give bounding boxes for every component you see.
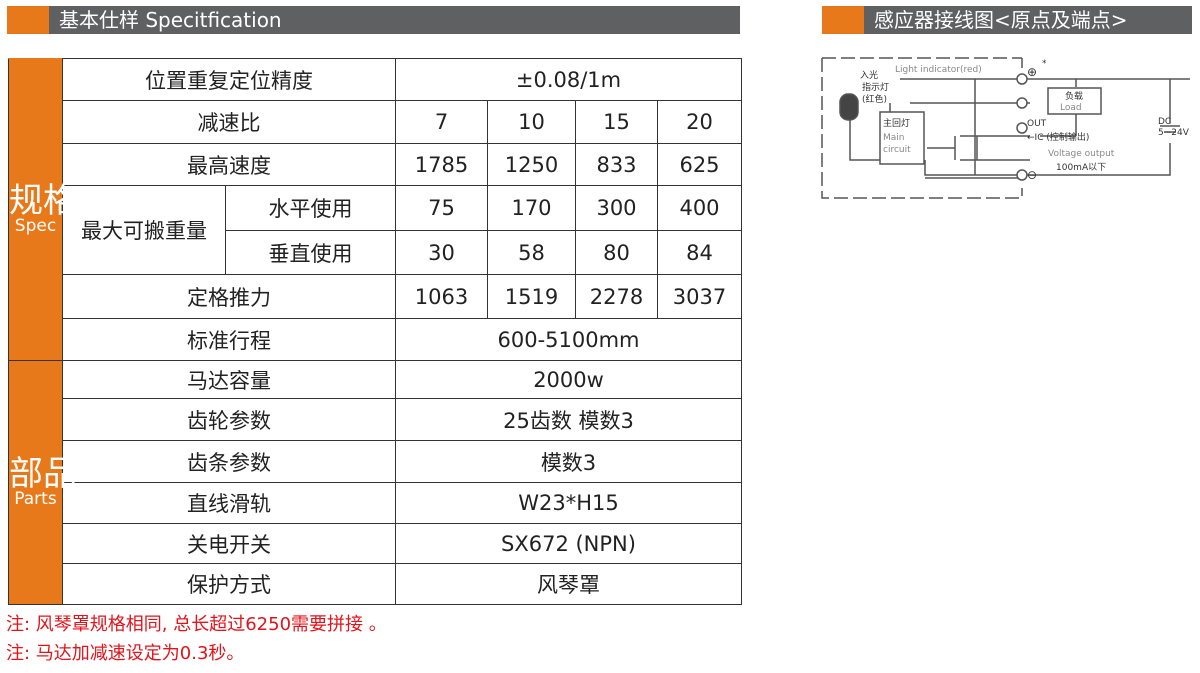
cell-value: 风琴罩 xyxy=(395,563,742,605)
main-circuit-label: 主回灯 xyxy=(883,117,910,129)
note: 注: 风琴罩规格相同, 总长超过6250需要拼接 。 xyxy=(6,614,387,635)
section-label-en: Spec xyxy=(14,216,57,236)
header-accent xyxy=(822,6,864,34)
table-row: 部品 Parts 马达容量 2000w xyxy=(8,360,742,605)
cell-value: 15 xyxy=(575,100,658,144)
row-label: 关电开关 xyxy=(62,523,396,564)
cell-value: 模数3 xyxy=(395,440,742,483)
cell-value: 7 xyxy=(395,100,488,144)
table-row: 齿轮参数 25齿数 模数3 xyxy=(9,398,742,441)
cell-value: 170 xyxy=(487,185,576,231)
cell-value: 25齿数 模数3 xyxy=(395,398,742,441)
led-label: (红色) xyxy=(862,93,887,105)
table-row: 规格 Spec 位置重复定位精度 ±0.08/1m xyxy=(8,58,742,361)
table-row: 减速比 7 10 15 20 xyxy=(9,100,742,144)
table-row: 齿条参数 模数3 xyxy=(9,440,742,483)
cell-value: 833 xyxy=(575,143,658,186)
table-row: 关电开关 SX672 (NPN) xyxy=(9,523,742,564)
cell-value: 2278 xyxy=(575,274,658,319)
load-label: 负载 xyxy=(1065,90,1083,102)
cell-value: W23*H15 xyxy=(395,482,742,524)
cell-value: 10 xyxy=(487,100,576,144)
row-sublabel: 水平使用 xyxy=(225,185,396,231)
row-label: 最高速度 xyxy=(62,143,396,186)
section-label-zh: 部品 xyxy=(9,454,77,494)
cell-value: 75 xyxy=(395,185,488,231)
plus-terminal: ⊕ xyxy=(1027,65,1037,79)
note: 注: 马达加减速设定为0.3秒。 xyxy=(6,643,245,664)
wiring-section-header: 感应器接线图<原点及端点> xyxy=(822,6,1192,34)
cell-value: 1063 xyxy=(395,274,488,319)
row-label: 定格推力 xyxy=(62,274,396,319)
led-label: 指示灯 xyxy=(862,81,889,93)
row-label: 减速比 xyxy=(62,100,396,144)
row-label: 最大可搬重量 xyxy=(62,185,226,275)
row-label: 齿条参数 xyxy=(62,440,396,483)
load-label: Load xyxy=(1060,103,1082,113)
cell-value: 1785 xyxy=(395,143,488,186)
cell-value: 1519 xyxy=(487,274,576,319)
cell-value: 1250 xyxy=(487,143,576,186)
row-label: 位置重复定位精度 xyxy=(62,58,396,101)
light-indicator-label: Light indicator(red) xyxy=(895,65,982,75)
table-row: 最大可搬重量 水平使用 75 170 300 400 xyxy=(9,185,742,275)
cell-value: SX672 (NPN) xyxy=(395,523,742,564)
cell-value: 625 xyxy=(657,143,742,186)
dc-voltage-label: 5~24V xyxy=(1158,128,1190,138)
main-circuit-label: Main xyxy=(883,133,905,143)
cell-value: 20 xyxy=(657,100,742,144)
spec-table: 规格 Spec 位置重复定位精度 ±0.08/1m 减速比 7 10 15 20 最高速度 1785… xyxy=(8,58,742,605)
cell-value: ±0.08/1m xyxy=(395,58,742,101)
section-title: 基本仕样 Specitfication xyxy=(49,6,740,34)
table-row: 直线滑轨 W23*H15 xyxy=(9,482,742,524)
cell-value: 30 xyxy=(395,230,488,275)
dc-label: DC xyxy=(1158,117,1171,127)
notes: 注: 风琴罩规格相同, 总长超过6250需要拼接 。 注: 马达加减速设定为0.… xyxy=(6,610,387,668)
row-sublabel: 垂直使用 xyxy=(225,230,396,275)
table-row: 最高速度 1785 1250 833 625 xyxy=(9,143,742,186)
row-label: 直线滑轨 xyxy=(62,482,396,524)
spec-section-label: 规格 Spec xyxy=(8,58,77,361)
row-label: 保护方式 xyxy=(62,563,396,605)
cell-value: 58 xyxy=(487,230,576,275)
cell-value: 400 xyxy=(657,185,742,231)
voltage-label: Voltage output xyxy=(1048,149,1115,159)
section-label-zh: 规格 xyxy=(9,181,77,221)
cell-value: 300 xyxy=(575,185,658,231)
section-label-en: Parts xyxy=(14,489,57,509)
out-label: OUT xyxy=(1027,119,1047,129)
row-label: 标准行程 xyxy=(62,318,396,361)
asterisk: * xyxy=(1042,59,1047,69)
table-row: 定格推力 1063 1519 2278 3037 xyxy=(9,274,742,319)
ic-label: ←IC (控制输出) xyxy=(1027,131,1089,143)
header-accent xyxy=(7,6,49,34)
sensor-wiring-diagram: Light indicator(red) 入光 指示灯 (红色) 主回灯 Mai… xyxy=(821,57,1190,199)
spec-section-header: 基本仕样 Specitfication xyxy=(7,6,740,34)
table-row: 标准行程 600-5100mm xyxy=(9,318,742,361)
cell-value: 80 xyxy=(575,230,658,275)
row-label: 马达容量 xyxy=(62,360,396,399)
parts-section-label: 部品 Parts xyxy=(8,360,77,605)
cell-value: 600-5100mm xyxy=(395,318,742,361)
led-label: 入光 xyxy=(860,69,878,81)
current-label: 100mA以下 xyxy=(1056,163,1106,173)
main-circuit-label: circuit xyxy=(883,145,911,155)
cell-value: 84 xyxy=(657,230,742,275)
row-label: 齿轮参数 xyxy=(62,398,396,441)
minus-terminal: ⊖ xyxy=(1027,168,1037,182)
section-title: 感应器接线图<原点及端点> xyxy=(864,6,1192,34)
cell-value: 2000w xyxy=(395,360,742,399)
cell-value: 3037 xyxy=(657,274,742,319)
table-row: 保护方式 风琴罩 xyxy=(9,563,742,605)
